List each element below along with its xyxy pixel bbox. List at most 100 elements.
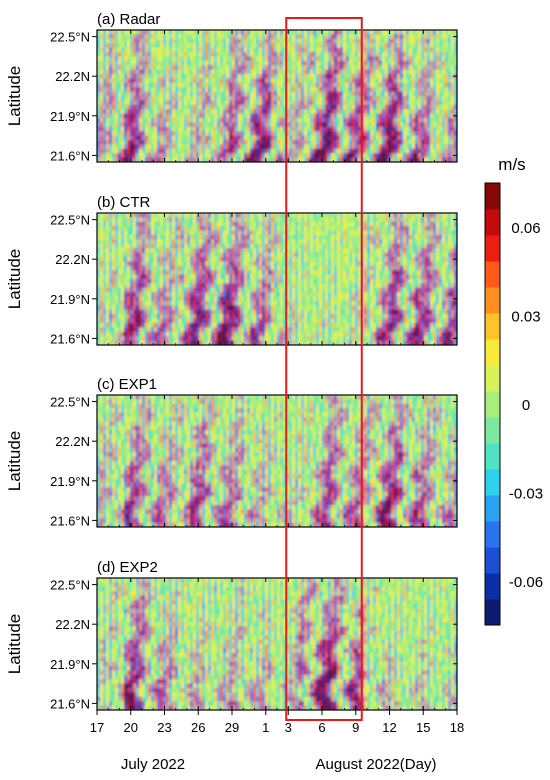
heatmap-cell bbox=[103, 226, 107, 232]
heatmap-cell bbox=[199, 38, 203, 44]
heatmap-cell bbox=[283, 47, 287, 53]
heatmap-cell bbox=[268, 74, 272, 80]
heatmap-cell bbox=[439, 78, 443, 84]
heatmap-cell bbox=[331, 87, 335, 93]
heatmap-cell bbox=[196, 52, 200, 58]
heatmap-cell bbox=[454, 122, 457, 128]
heatmap-cell bbox=[145, 60, 149, 66]
heatmap-cell bbox=[124, 340, 128, 345]
heatmap-cell bbox=[121, 100, 125, 106]
heatmap-cell bbox=[367, 34, 371, 40]
heatmap-cell bbox=[148, 34, 152, 40]
heatmap-cell bbox=[178, 292, 182, 298]
heatmap-cell bbox=[178, 38, 182, 44]
heatmap-cell bbox=[304, 126, 308, 132]
heatmap-cell bbox=[205, 226, 209, 232]
heatmap-cell bbox=[184, 340, 188, 345]
heatmap-cell bbox=[247, 144, 251, 150]
heatmap-cell bbox=[451, 91, 455, 97]
heatmap-cell bbox=[304, 91, 308, 97]
heatmap-cell bbox=[244, 109, 248, 115]
heatmap-cell bbox=[334, 47, 338, 53]
heatmap-cell bbox=[364, 122, 368, 128]
heatmap-cell bbox=[136, 261, 140, 267]
heatmap-cell bbox=[199, 230, 203, 236]
heatmap-cell bbox=[100, 331, 104, 337]
heatmap-cell bbox=[109, 47, 113, 53]
heatmap-cell bbox=[154, 30, 158, 36]
heatmap-cell bbox=[136, 340, 140, 345]
heatmap-cell bbox=[220, 140, 224, 146]
heatmap-cell bbox=[205, 78, 209, 84]
heatmap-cell bbox=[190, 305, 194, 311]
heatmap-cell bbox=[310, 47, 314, 53]
heatmap-cell bbox=[322, 96, 326, 102]
heatmap-cell bbox=[97, 74, 101, 80]
heatmap-cell bbox=[175, 279, 179, 285]
heatmap-cell bbox=[340, 34, 344, 40]
heatmap-cell bbox=[265, 87, 269, 93]
heatmap-cell bbox=[109, 135, 113, 141]
heatmap-cell bbox=[121, 69, 125, 75]
heatmap-cell bbox=[451, 126, 455, 132]
heatmap-cell bbox=[274, 118, 278, 124]
heatmap-cell bbox=[214, 323, 218, 329]
heatmap-cell bbox=[109, 270, 113, 276]
heatmap-cell bbox=[97, 287, 101, 293]
heatmap-cell bbox=[361, 96, 365, 102]
heatmap-cell bbox=[394, 82, 398, 88]
heatmap-cell bbox=[208, 96, 212, 102]
heatmap-cell bbox=[115, 153, 119, 159]
heatmap-cell bbox=[112, 239, 116, 245]
heatmap-cell bbox=[175, 52, 179, 58]
heatmap-cell bbox=[175, 65, 179, 71]
heatmap-cell bbox=[163, 96, 167, 102]
heatmap-cell bbox=[184, 309, 188, 315]
heatmap-cell bbox=[193, 135, 197, 141]
heatmap-cell bbox=[169, 47, 173, 53]
heatmap-cell bbox=[181, 82, 185, 88]
heatmap-cell bbox=[160, 131, 164, 137]
heatmap-cell bbox=[382, 140, 386, 146]
heatmap-cell bbox=[307, 153, 311, 159]
heatmap-cell bbox=[190, 82, 194, 88]
heatmap-cell bbox=[229, 122, 233, 128]
heatmap-cell bbox=[244, 153, 248, 159]
heatmap-cell bbox=[352, 91, 356, 97]
heatmap-cell bbox=[250, 38, 254, 44]
heatmap-cell bbox=[205, 60, 209, 66]
heatmap-cell bbox=[169, 292, 173, 298]
heatmap-cell bbox=[427, 91, 431, 97]
heatmap-cell bbox=[217, 122, 221, 128]
heatmap-cell bbox=[160, 153, 164, 159]
heatmap-cell bbox=[253, 74, 257, 80]
heatmap-cell bbox=[205, 305, 209, 311]
heatmap-cell bbox=[184, 314, 188, 320]
heatmap-cell bbox=[106, 252, 110, 258]
heatmap-cell bbox=[319, 34, 323, 40]
heatmap-cell bbox=[97, 82, 101, 88]
heatmap-cell bbox=[154, 104, 158, 110]
heatmap-cell bbox=[349, 118, 353, 124]
heatmap-cell bbox=[379, 65, 383, 71]
heatmap-cell bbox=[190, 226, 194, 232]
heatmap-cell bbox=[445, 135, 449, 141]
heatmap-cell bbox=[142, 140, 146, 146]
heatmap-cell bbox=[193, 318, 197, 324]
heatmap-cell bbox=[373, 87, 377, 93]
heatmap-cell bbox=[454, 109, 457, 115]
heatmap-cell bbox=[127, 140, 131, 146]
heatmap-cell bbox=[238, 87, 242, 93]
heatmap-cell bbox=[334, 157, 338, 162]
heatmap-cell bbox=[409, 96, 413, 102]
heatmap-cell bbox=[199, 309, 203, 315]
heatmap-cell bbox=[127, 82, 131, 88]
heatmap-cell bbox=[259, 47, 263, 53]
heatmap-cell bbox=[238, 91, 242, 97]
heatmap-cell bbox=[328, 91, 332, 97]
heatmap-cell bbox=[154, 34, 158, 40]
heatmap-cell bbox=[388, 100, 392, 106]
heatmap-cell bbox=[163, 82, 167, 88]
heatmap-cell bbox=[196, 301, 200, 307]
heatmap-cell bbox=[109, 252, 113, 258]
